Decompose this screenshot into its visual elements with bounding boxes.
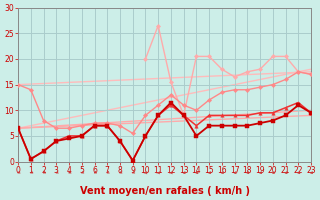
X-axis label: Vent moyen/en rafales ( km/h ): Vent moyen/en rafales ( km/h ) [80, 186, 250, 196]
